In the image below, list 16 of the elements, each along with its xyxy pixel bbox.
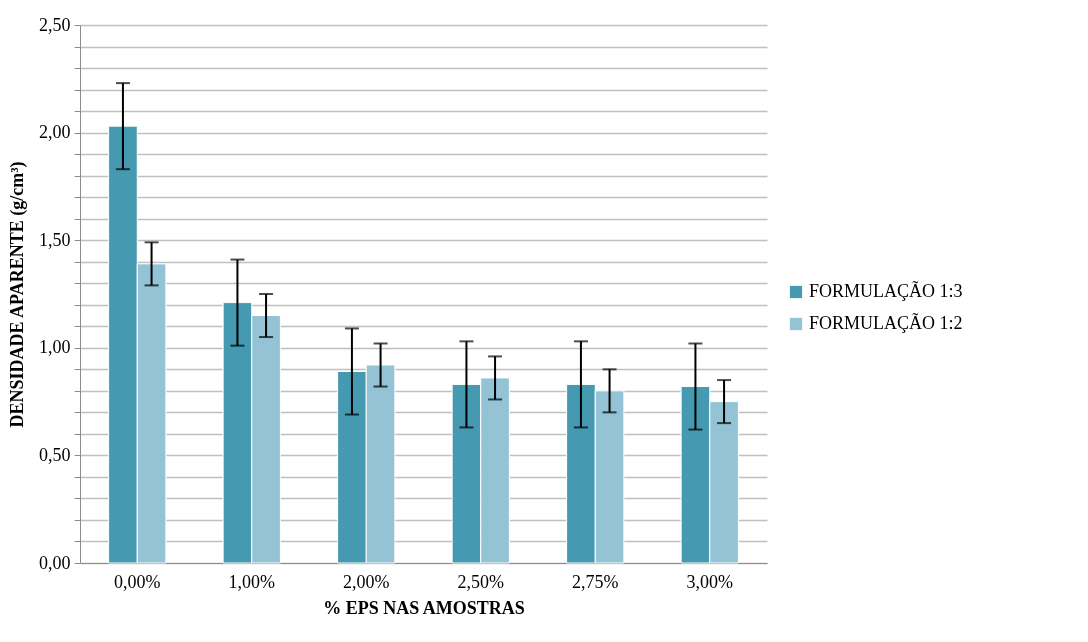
legend-label: FORMULAÇÃO 1:3 [809,280,963,301]
legend-label: FORMULAÇÃO 1:2 [809,312,963,333]
y-axis-title: DENSIDADE APARENTE (g/cm³) [7,161,28,428]
x-tick-label: 0,00% [114,571,161,592]
x-tick-label: 2,50% [457,571,504,592]
x-tick-label: 2,00% [343,571,390,592]
y-tick-label: 2,00 [39,122,71,143]
x-tick-label: 3,00% [686,571,733,592]
y-tick-label: 0,00 [39,552,71,573]
y-tick-label: 1,00 [39,337,71,358]
y-tick-label: 0,50 [39,444,71,465]
x-tick-label: 2,75% [572,571,619,592]
x-axis-title: % EPS NAS AMOSTRAS [323,597,525,618]
y-tick-label: 1,50 [39,229,71,250]
y-tick-label: 2,50 [39,14,71,35]
x-tick-label: 1,00% [228,571,275,592]
